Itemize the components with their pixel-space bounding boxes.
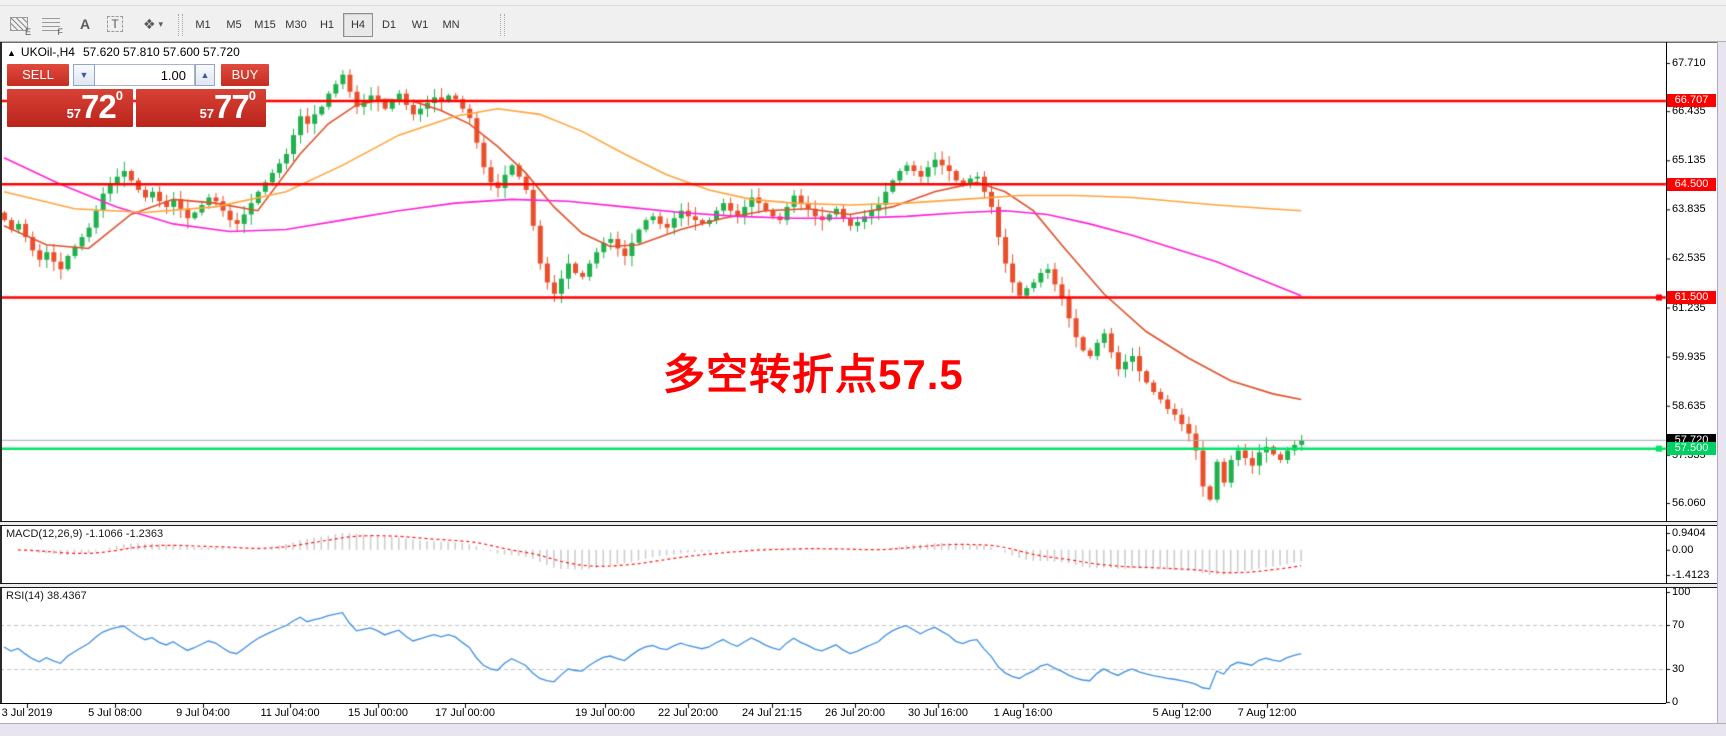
collapse-arrow-icon[interactable]: ▲: [7, 48, 16, 58]
sell-button[interactable]: SELL: [7, 64, 69, 86]
symbol-name: UKOil-,H4: [20, 45, 75, 59]
volume-down-button[interactable]: ▼: [73, 64, 95, 86]
shapes-tool-icon[interactable]: ❖ ▾: [142, 15, 164, 32]
price-badge-66.707: 66.707: [1667, 94, 1716, 108]
chart-frame-border: [0, 42, 1726, 43]
buy-price-prefix: 57: [199, 106, 215, 121]
rsi-tick-label: 0: [1672, 696, 1679, 708]
sell-price-prefix: 57: [66, 106, 82, 121]
rsi-tick-label: 30: [1672, 663, 1685, 675]
price-tick-label: 67.710: [1672, 57, 1706, 69]
rsi-tick-label: 70: [1672, 619, 1685, 631]
time-tick-label: 1 Aug 16:00: [993, 707, 1053, 719]
macd-tick-label: 0.9404: [1672, 527, 1706, 539]
timeframe-button-h1[interactable]: H1: [319, 19, 335, 31]
price-badge-57.500: 57.500: [1667, 442, 1716, 456]
arrow-down-icon: ▼: [79, 70, 89, 80]
macd-indicator-label: MACD(12,26,9) -1.1066 -1.2363: [6, 528, 164, 540]
sell-price-main: 72: [81, 88, 117, 125]
timeframe-button-h4[interactable]: H4: [343, 13, 373, 37]
time-tick-label: 19 Jul 00:00: [575, 707, 635, 719]
price-badge-61.500: 61.500: [1667, 291, 1716, 305]
price-tick-label: 61.235: [1672, 301, 1706, 314]
timeframe-button-m15[interactable]: M15: [254, 19, 276, 31]
timeframe-button-m5[interactable]: M5: [226, 19, 242, 31]
volume-input[interactable]: [95, 64, 195, 86]
time-tick-label: 22 Jul 20:00: [658, 707, 718, 719]
rsi-tick-label: 100: [1672, 586, 1691, 598]
time-tick-label: 11 Jul 04:00: [260, 707, 320, 719]
window-bottom-strip: [0, 723, 1726, 736]
upper-toolbar-remnant: [0, 0, 1726, 6]
price-axis-border: [1666, 42, 1667, 703]
sell-price-box[interactable]: 57720: [7, 88, 133, 127]
time-tick-label: 15 Jul 00:00: [348, 707, 408, 719]
time-tick-label: 3 Jul 2019: [1, 707, 53, 719]
buy-price-pip: 0: [248, 88, 256, 103]
text-tool-icon[interactable]: T: [102, 11, 128, 37]
ohlc-values: 57.620 57.810 57.600 57.720: [82, 45, 240, 59]
macd-tick-label: -1.4123: [1672, 569, 1710, 581]
price-tick-label: 66.435: [1672, 105, 1706, 118]
price-tick-label: 58.635: [1672, 399, 1706, 412]
timeframe-button-m1[interactable]: M1: [195, 19, 211, 31]
arrow-label-tool-icon[interactable]: A: [79, 16, 91, 32]
time-tick-label: 5 Aug 12:00: [1152, 707, 1212, 719]
one-click-trading-widget: SELL ▼ ▲ BUY 57720 57770: [5, 64, 269, 127]
buy-button[interactable]: BUY: [221, 64, 269, 86]
chart-left-border: [0, 42, 2, 703]
arrow-up-icon: ▲: [200, 70, 210, 80]
panel-separator[interactable]: [0, 583, 1726, 588]
ellipse-tool-icon[interactable]: E: [6, 11, 32, 37]
chart-text-annotation[interactable]: 多空转折点57.5: [663, 351, 964, 398]
time-tick-label: 26 Jul 20:00: [825, 707, 885, 719]
window-edge-strip: [1717, 42, 1726, 736]
toolbar-separator: [500, 14, 505, 36]
timeframe-button-d1[interactable]: D1: [381, 19, 397, 31]
price-tick-label: 65.135: [1672, 154, 1706, 167]
symbol-title: ▲ UKOil-,H4 57.620 57.810 57.600 57.720: [7, 45, 240, 59]
price-tick-label: 62.535: [1672, 252, 1706, 265]
buy-price-main: 77: [214, 88, 250, 125]
price-tick-label: 56.060: [1672, 497, 1706, 510]
rsi-indicator-label: RSI(14) 38.4367: [6, 590, 87, 602]
buy-price-box[interactable]: 57770: [136, 88, 266, 127]
timeframe-button-mn[interactable]: MN: [442, 19, 460, 31]
panel-separator[interactable]: [0, 521, 1726, 526]
toolbar-separator: [178, 14, 183, 36]
volume-up-button[interactable]: ▲: [195, 64, 215, 86]
panel-border: [0, 703, 1666, 704]
fibonacci-tool-icon[interactable]: F: [38, 11, 64, 37]
chevron-down-icon: ▾: [158, 18, 164, 29]
sell-price-pip: 0: [115, 88, 123, 103]
time-tick-label: 30 Jul 16:00: [908, 707, 968, 719]
time-tick-label: 9 Jul 04:00: [176, 707, 230, 719]
price-tick-label: 63.835: [1672, 203, 1706, 216]
time-tick-label: 17 Jul 00:00: [435, 707, 495, 719]
time-tick-label: 7 Aug 12:00: [1237, 707, 1297, 719]
chart-toolbar: E F A T ❖ ▾ M1 M5 M15 M30 H1 H4 D1 W1 MN: [0, 6, 1726, 42]
price-badge-64.500: 64.500: [1667, 177, 1716, 191]
price-tick-label: 59.935: [1672, 350, 1706, 363]
timeframe-button-m30[interactable]: M30: [285, 19, 307, 31]
time-tick-label: 5 Jul 08:00: [88, 707, 142, 719]
macd-tick-label: 0.00: [1672, 543, 1694, 556]
timeframe-button-w1[interactable]: W1: [411, 19, 429, 31]
time-tick-label: 24 Jul 21:15: [742, 707, 802, 719]
